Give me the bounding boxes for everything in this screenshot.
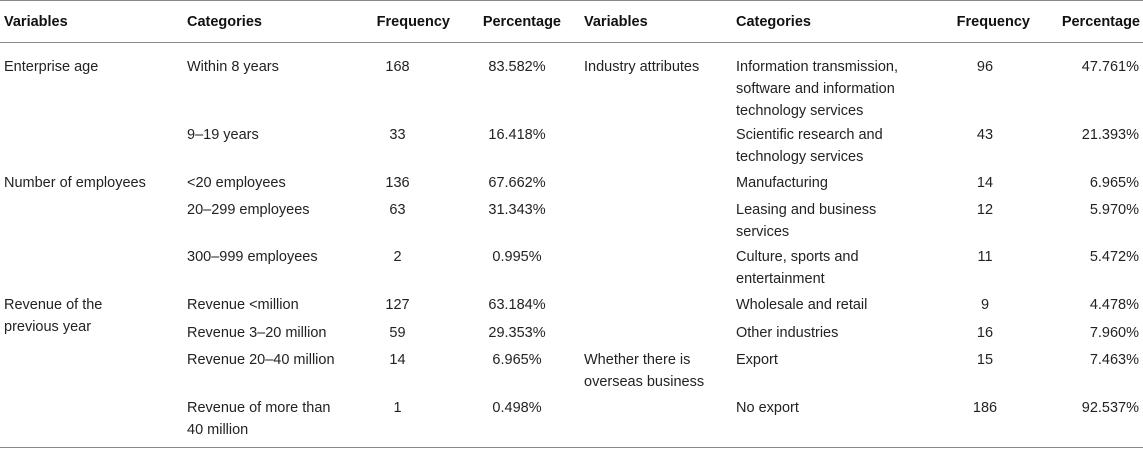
variable-revenue-line2: previous year [4, 319, 92, 335]
table-cell-percentage: 67.662% [488, 175, 546, 191]
table-cell-percentage: 5.472% [1089, 249, 1139, 265]
table-cell-percentage: 6.965% [1089, 175, 1139, 191]
table-cell-category: Revenue <million [187, 297, 299, 313]
variable-overseas-line1: Whether there is [584, 352, 691, 368]
table-cell-category-line1: Information transmission, [736, 59, 898, 75]
table-cell-percentage: 21.393% [1081, 127, 1139, 143]
table-cell-category-line1: Scientific research and [736, 127, 883, 143]
variable-enterprise-age: Enterprise age [4, 59, 99, 75]
table-cell-percentage: 16.418% [488, 127, 546, 143]
table-bottom-rule [0, 447, 1143, 448]
table-cell-category-line2: technology services [736, 149, 864, 165]
variable-number-of-employees: Number of employees [4, 175, 146, 191]
table-cell-category-line1: Export [736, 352, 778, 368]
table-cell-category: Within 8 years [187, 59, 279, 75]
table-cell-frequency: 96 [976, 59, 994, 75]
table-cell-percentage: 7.463% [1089, 352, 1139, 368]
table-cell-percentage: 6.965% [492, 352, 542, 368]
table-cell-category-line1: Manufacturing [736, 175, 828, 191]
table-cell-category-line1: Leasing and business [736, 202, 877, 218]
table-cell-percentage: 83.582% [488, 59, 546, 75]
table-cell-percentage: 0.498% [492, 400, 542, 416]
header-percentage: Percentage [482, 14, 561, 30]
table-cell-category: <20 employees [187, 175, 286, 191]
table-cell-percentage: 92.537% [1081, 400, 1139, 416]
table-cell-frequency: 14 [976, 175, 994, 191]
table-cell-category-line2: entertainment [736, 271, 825, 287]
table-cell-frequency: 14 [389, 352, 406, 368]
variable-overseas-line2: overseas business [584, 374, 705, 390]
table-cell-category-line1: Wholesale and retail [736, 297, 868, 313]
header-variables-2: Variables [584, 14, 648, 30]
header-categories-2: Categories [736, 14, 811, 30]
variable-revenue-line1: Revenue of the [4, 297, 103, 313]
table-cell-percentage: 7.960% [1089, 325, 1139, 341]
header-frequency-2: Frequency [956, 14, 1030, 30]
table-header-rule [0, 42, 1143, 43]
table-cell-frequency: 59 [389, 325, 406, 341]
table-cell-category: Revenue 20–40 million [187, 352, 335, 368]
table-cell-category-line3: technology services [736, 103, 864, 119]
table-cell-frequency: 63 [389, 202, 406, 218]
table-cell-frequency: 2 [393, 249, 402, 265]
table-cell-frequency: 9 [980, 297, 990, 313]
header-percentage-2: Percentage [1061, 14, 1140, 30]
header-frequency: Frequency [376, 14, 450, 30]
table-cell-frequency: 33 [389, 127, 406, 143]
table-cell-frequency: 15 [976, 352, 994, 368]
table-cell-percentage: 63.184% [488, 297, 546, 313]
table-cell-frequency: 1 [393, 400, 402, 416]
header-categories: Categories [187, 14, 262, 30]
table-cell-category-line2: services [736, 224, 790, 240]
table-cell-category-line1: Culture, sports and [736, 249, 859, 265]
table-cell-frequency: 43 [976, 127, 994, 143]
table-cell-percentage: 4.478% [1089, 297, 1139, 313]
table-cell-category: 300–999 employees [187, 249, 318, 265]
table-cell-frequency: 16 [976, 325, 994, 341]
table-top-rule [0, 0, 1143, 1]
table-cell-category: 20–299 employees [187, 202, 310, 218]
table-cell-category-line2: software and information [736, 81, 895, 97]
table-cell-frequency: 127 [385, 297, 410, 313]
table-cell-frequency: 12 [976, 202, 994, 218]
table-cell-percentage: 31.343% [488, 202, 546, 218]
table-cell-percentage: 5.970% [1089, 202, 1139, 218]
table-cell-frequency: 186 [972, 400, 998, 416]
variable-industry-attributes: Industry attributes [584, 59, 700, 75]
table-cell-category: Revenue 3–20 million [187, 325, 327, 341]
table-cell-percentage: 0.995% [492, 249, 542, 265]
table-cell-category-line2: 40 million [187, 422, 249, 438]
table-cell-category: 9–19 years [187, 127, 259, 143]
table-cell-category-line1: No export [736, 400, 799, 416]
table-cell-frequency: 11 [977, 249, 993, 265]
table-cell-category-line1: Revenue of more than [187, 400, 331, 416]
table-cell-frequency: 136 [385, 175, 410, 191]
header-variables: Variables [4, 14, 68, 30]
table-cell-category-line1: Other industries [736, 325, 839, 341]
table-cell-percentage: 47.761% [1081, 59, 1139, 75]
table-cell-percentage: 29.353% [488, 325, 546, 341]
table-cell-frequency: 168 [385, 59, 410, 75]
